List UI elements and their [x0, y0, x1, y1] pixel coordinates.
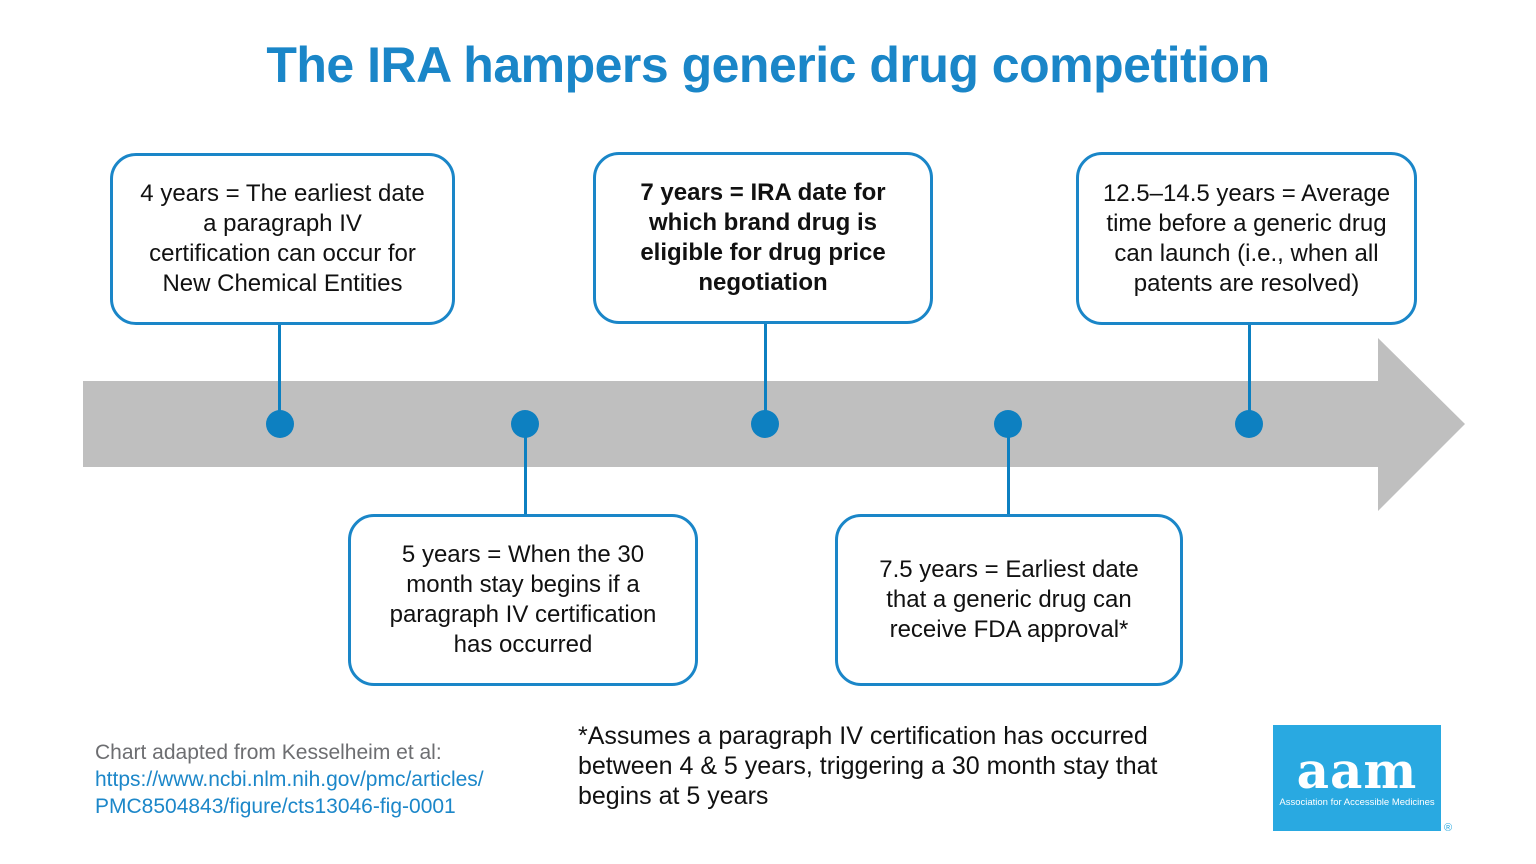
timeline-dot-7-5-years [994, 410, 1022, 438]
callout-text-4-years: 4 years = The earliest date a paragraph … [140, 180, 425, 297]
timeline-dot-4-years [266, 410, 294, 438]
callout-text-5-years: 5 years = When the 30 month stay begins … [389, 541, 657, 658]
callout-box-7-5-years: 7.5 years = Earliest date that a generic… [835, 514, 1183, 686]
aam-logo-acronym: aam [1296, 741, 1418, 800]
source-attribution: Chart adapted from Kesselheim et al: htt… [95, 739, 484, 820]
source-link[interactable]: https://www.ncbi.nlm.nih.gov/pmc/article… [95, 768, 484, 818]
callout-box-5-years: 5 years = When the 30 month stay begins … [348, 514, 698, 686]
connector-line-4-years [278, 325, 281, 425]
timeline-arrow-head-icon [1378, 338, 1465, 511]
timeline-arrow-bar [83, 381, 1378, 467]
connector-line-7-5-years [1007, 424, 1010, 515]
callout-text-7-5-years: 7.5 years = Earliest date that a generic… [879, 556, 1139, 643]
registered-trademark-icon: ® [1444, 822, 1453, 834]
callout-text-7-years: 7 years = IRA date for which brand drug … [640, 179, 886, 296]
timeline-dot-5-years [511, 410, 539, 438]
timeline-dot-7-years [751, 410, 779, 438]
footnote: *Assumes a paragraph IV certification ha… [578, 722, 1158, 810]
connector-line-7-years [764, 324, 767, 425]
source-prefix: Chart adapted from Kesselheim et al: [95, 741, 442, 764]
connector-line-5-years [524, 424, 527, 515]
connector-line-12-14-years [1248, 324, 1251, 425]
page-title: The IRA hampers generic drug competition [266, 37, 1270, 93]
callout-text-12-14-years: 12.5–14.5 years = Average time before a … [1102, 179, 1391, 297]
aam-logo-tagline: Association for Accessible Medicines [1279, 797, 1435, 808]
aam-logo: aam Association for Accessible Medicines [1273, 725, 1441, 831]
callout-box-12-14-years: 12.5–14.5 years = Average time before a … [1076, 152, 1417, 325]
callout-box-4-years: 4 years = The earliest date a paragraph … [110, 153, 455, 325]
timeline-dot-12-14-years [1235, 410, 1263, 438]
callout-box-7-years: 7 years = IRA date for which brand drug … [593, 152, 933, 324]
